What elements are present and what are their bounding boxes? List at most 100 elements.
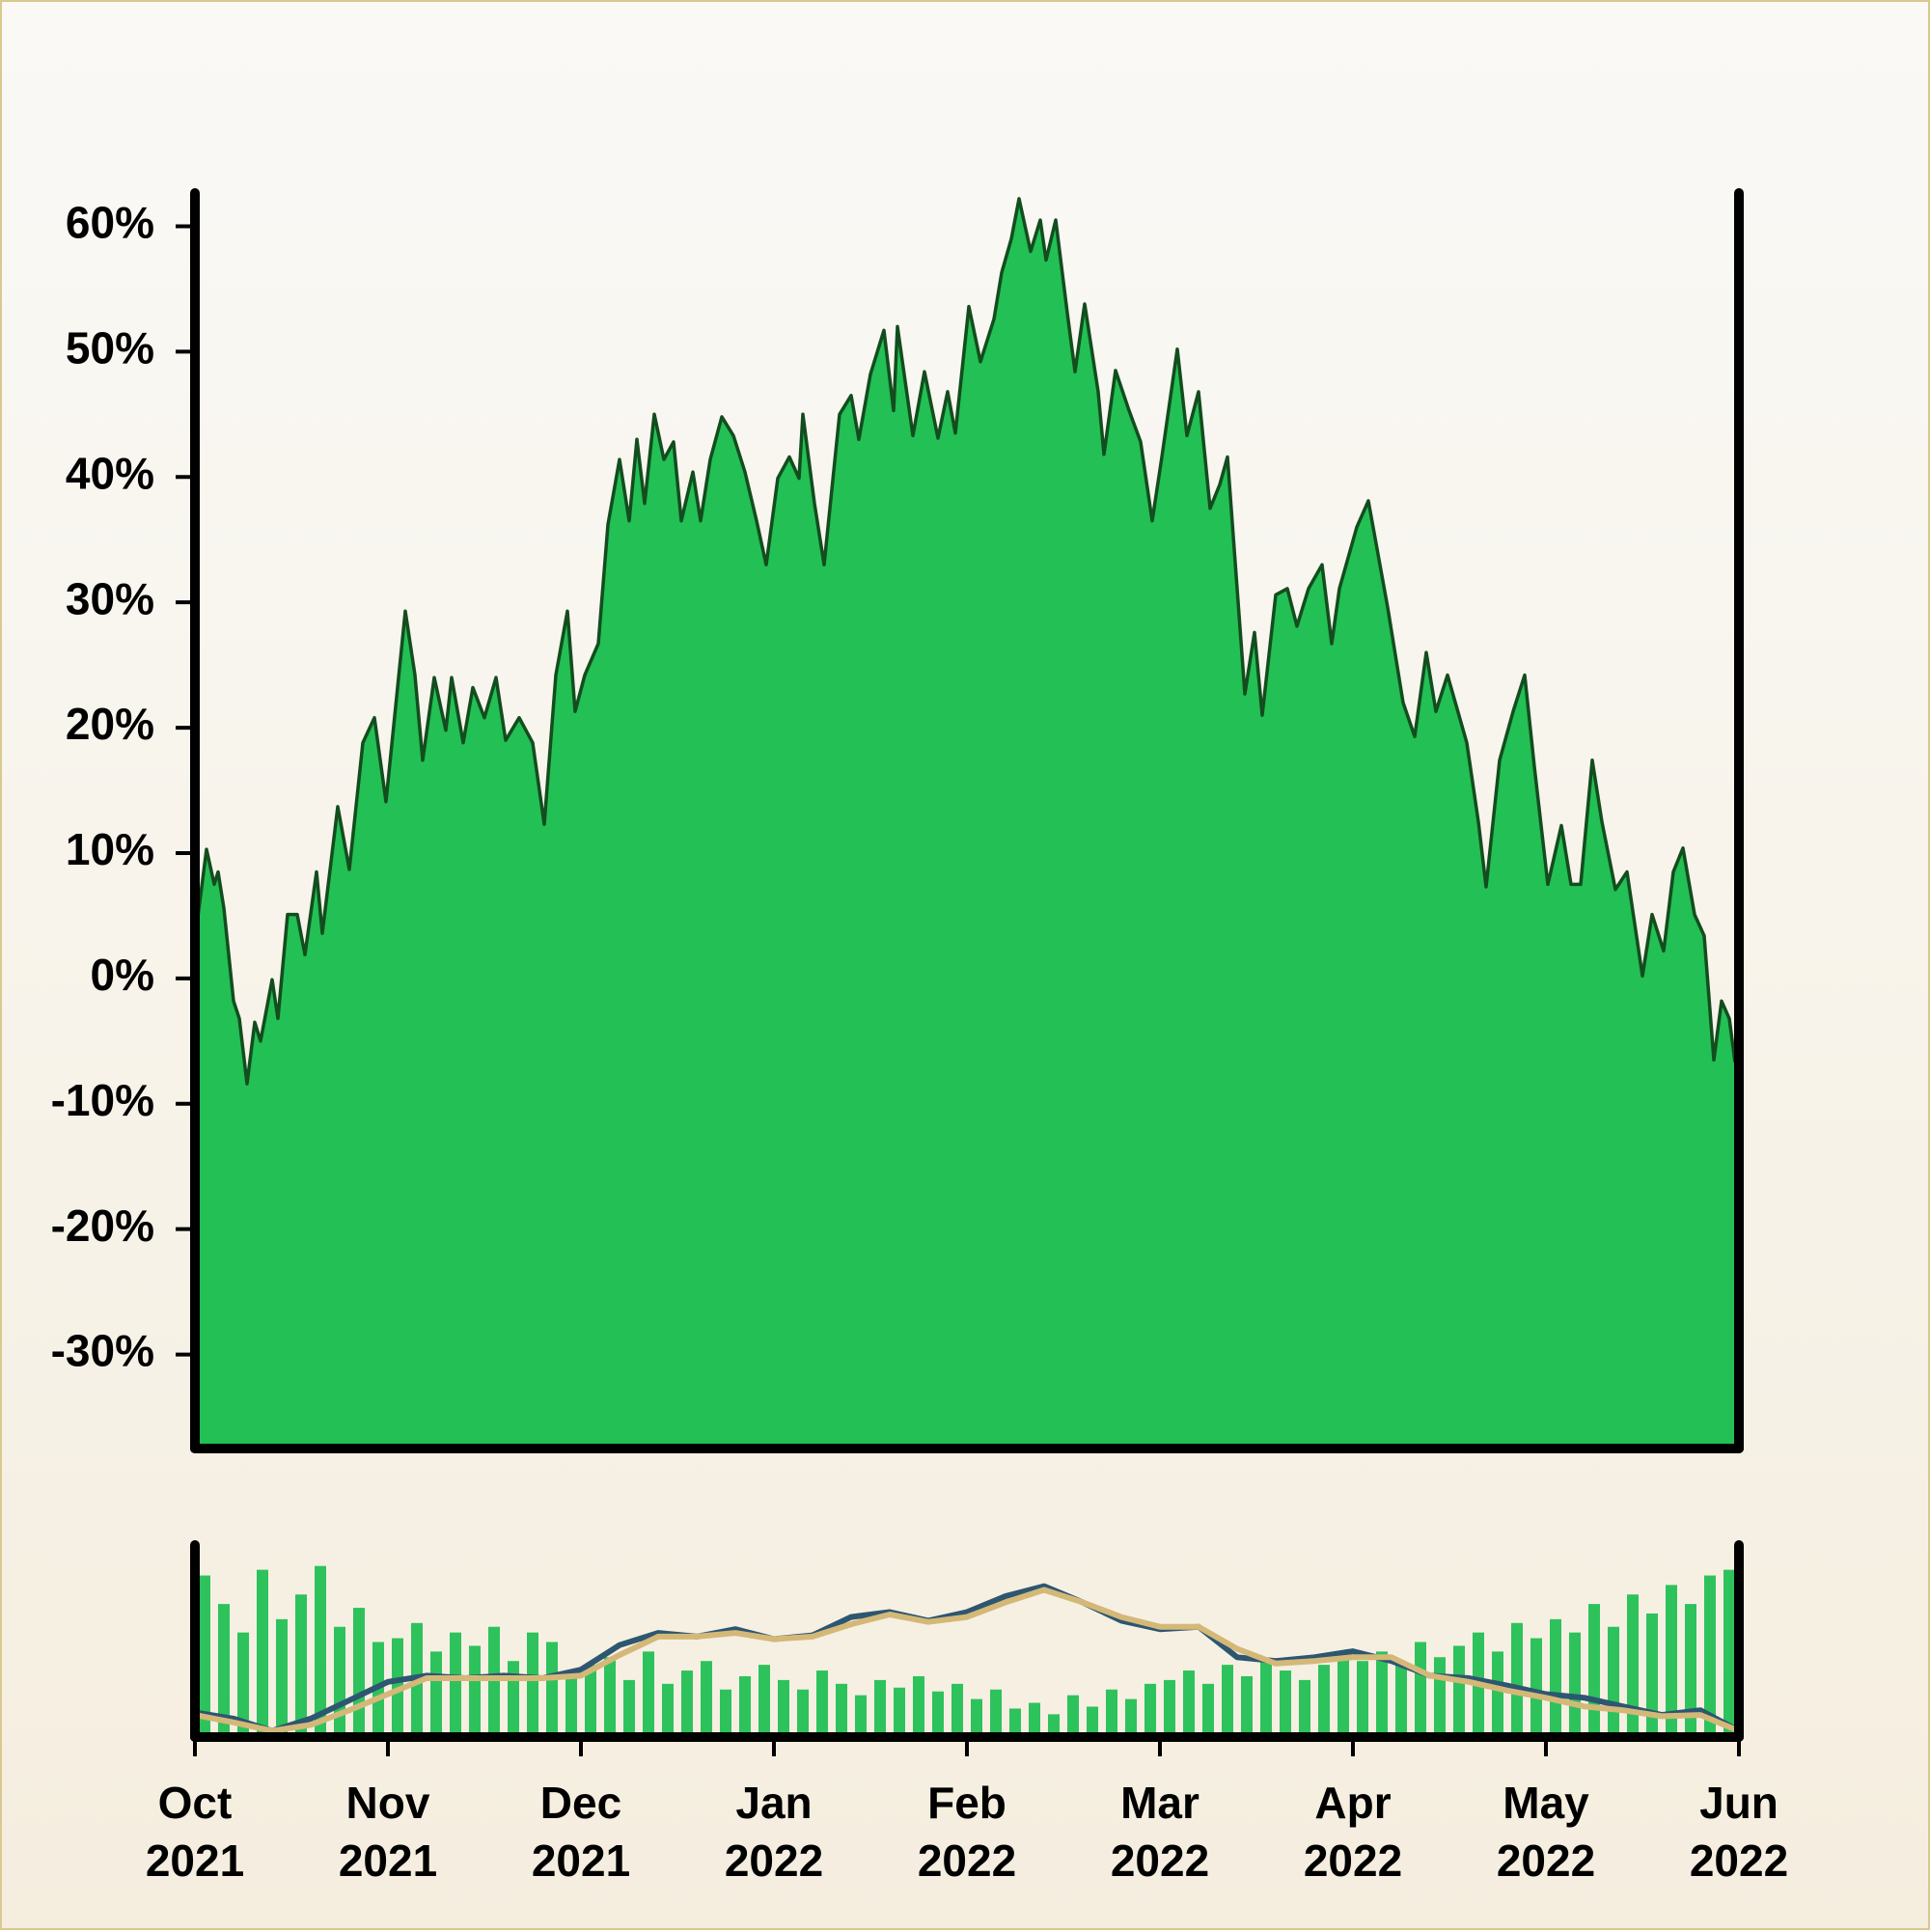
bar [1183, 1670, 1195, 1737]
x-tick-label: Mar 2022 [1110, 1778, 1210, 1886]
bar [430, 1651, 442, 1737]
bar [720, 1689, 731, 1737]
bar [739, 1675, 751, 1737]
bar [1009, 1708, 1021, 1737]
bar [681, 1670, 693, 1737]
bar [450, 1632, 461, 1737]
bar [1685, 1604, 1696, 1737]
bar [1395, 1665, 1407, 1737]
bar [199, 1575, 210, 1737]
y-tick-label: 40% [66, 448, 154, 498]
y-tick-label: -10% [51, 1075, 154, 1125]
y-tick-label: 60% [66, 198, 154, 248]
area [195, 198, 1735, 1449]
bar [1280, 1670, 1291, 1737]
bar [527, 1632, 538, 1737]
bar [604, 1657, 616, 1737]
bar [1511, 1622, 1523, 1737]
bar [1106, 1689, 1117, 1737]
bar [1646, 1613, 1658, 1737]
bar [623, 1679, 635, 1737]
bar [1569, 1632, 1581, 1737]
bar [855, 1695, 867, 1737]
area-line [193, 197, 1737, 1086]
bar [758, 1665, 770, 1737]
bar [1550, 1618, 1561, 1737]
bar [643, 1651, 654, 1737]
bar [1087, 1706, 1098, 1737]
bar [353, 1608, 365, 1737]
x-tick-label: May 2022 [1496, 1778, 1596, 1886]
bar [315, 1565, 326, 1737]
bar [662, 1683, 674, 1737]
bar [1530, 1638, 1542, 1737]
bar [1376, 1651, 1388, 1737]
bar [334, 1626, 345, 1737]
bar [1588, 1604, 1600, 1737]
bar [295, 1594, 307, 1737]
bar [1144, 1683, 1156, 1737]
bar [1357, 1661, 1368, 1737]
bar [1666, 1585, 1677, 1737]
bar [585, 1665, 596, 1737]
bar [565, 1670, 577, 1737]
bar [1241, 1675, 1253, 1737]
bar [1222, 1665, 1233, 1737]
bar [1048, 1714, 1060, 1737]
x-tick-label: Nov 2021 [338, 1778, 438, 1886]
line [192, 1583, 1742, 1734]
bar [701, 1661, 712, 1737]
y-tick-label: 0% [91, 950, 154, 1000]
bar [276, 1618, 288, 1737]
bar [1434, 1657, 1446, 1737]
bar [932, 1691, 944, 1737]
y-tick-label: 20% [66, 699, 154, 749]
x-tick-label: Jan 2022 [724, 1778, 824, 1886]
bar [1318, 1665, 1330, 1737]
bar [218, 1604, 230, 1737]
bar [1260, 1661, 1272, 1737]
bar [1704, 1575, 1716, 1737]
y-tick-label: 30% [66, 573, 154, 623]
bar [836, 1683, 847, 1737]
bar [1299, 1679, 1310, 1737]
x-tick-label: Dec 2021 [531, 1778, 631, 1886]
bar [894, 1687, 905, 1737]
y-tick-label: -30% [51, 1326, 154, 1376]
bar [1608, 1626, 1619, 1737]
bar [816, 1670, 828, 1737]
bar [1415, 1642, 1426, 1737]
bar [1723, 1569, 1735, 1737]
bar [1202, 1683, 1214, 1737]
bar [797, 1689, 809, 1737]
bar [1337, 1657, 1349, 1737]
x-tick-label: Apr 2022 [1303, 1778, 1403, 1886]
y-tick-label: 50% [66, 323, 154, 373]
bar [546, 1642, 558, 1737]
bar [778, 1679, 789, 1737]
bar [951, 1683, 963, 1737]
bar [1453, 1645, 1465, 1737]
line [192, 1587, 1742, 1734]
bar [1627, 1594, 1639, 1737]
bar [508, 1661, 519, 1737]
x-tick-label: Oct 2021 [145, 1778, 245, 1886]
x-tick-label: Jun 2022 [1689, 1778, 1789, 1886]
bar [1492, 1651, 1503, 1737]
y-tick-label: 10% [66, 824, 154, 874]
bar [990, 1689, 1002, 1737]
x-tick-label: Feb 2022 [917, 1778, 1017, 1886]
bar [913, 1675, 924, 1737]
bar [1029, 1702, 1040, 1737]
bar [1125, 1698, 1137, 1737]
bar [469, 1645, 481, 1737]
bar [237, 1632, 249, 1737]
bar [257, 1569, 268, 1737]
bar [1067, 1695, 1079, 1737]
bar [971, 1698, 982, 1737]
bar [488, 1626, 500, 1737]
bar [874, 1679, 886, 1737]
bar [1164, 1679, 1175, 1737]
